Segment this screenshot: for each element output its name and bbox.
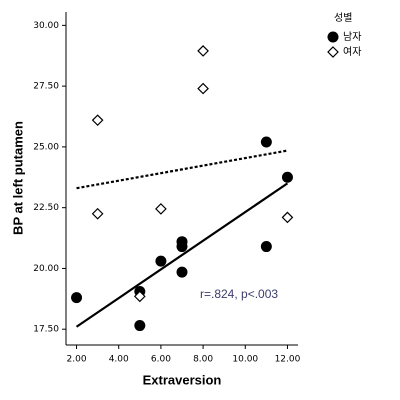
data-point (155, 203, 167, 215)
x-tick-label: 2.00 (67, 355, 87, 365)
data-point (91, 207, 104, 220)
data-point (71, 292, 83, 304)
data-point (281, 211, 294, 224)
legend-marker (327, 31, 339, 43)
legend-title: 성별 (334, 12, 352, 24)
fit-line (76, 149, 288, 190)
x-tick-label: 8.00 (193, 355, 213, 365)
data-point (176, 266, 188, 278)
y-tick-label: 30.00 (33, 21, 59, 31)
data-point (176, 236, 188, 248)
data-point (91, 114, 104, 127)
y-tick-label: 25.00 (33, 142, 59, 152)
fit-line (75, 182, 289, 328)
data-point (197, 45, 209, 57)
data-point (134, 320, 146, 332)
data-point (197, 82, 209, 95)
x-tick-label: 6.00 (151, 355, 171, 365)
y-tick-label: 27.50 (33, 82, 59, 92)
legend-label: 여자 (343, 46, 361, 58)
data-point (260, 136, 272, 148)
y-tick-label: 17.50 (33, 325, 59, 335)
data-point (281, 171, 293, 183)
legend-label: 남자 (343, 31, 361, 43)
y-axis-label: BP at left putamen (10, 121, 25, 235)
x-tick-label: 12.00 (275, 355, 301, 365)
x-tick-label: 10.00 (232, 355, 258, 365)
x-axis-label: Extraversion (143, 372, 222, 387)
y-tick-label: 22.50 (33, 203, 59, 213)
annotation: r=.824, p<.003 (200, 287, 278, 301)
data-point (133, 290, 146, 303)
data-point (260, 241, 272, 253)
data-point (155, 255, 167, 267)
y-tick-label: 20.00 (33, 264, 59, 274)
legend-marker (327, 46, 339, 58)
x-tick-label: 4.00 (109, 355, 129, 365)
